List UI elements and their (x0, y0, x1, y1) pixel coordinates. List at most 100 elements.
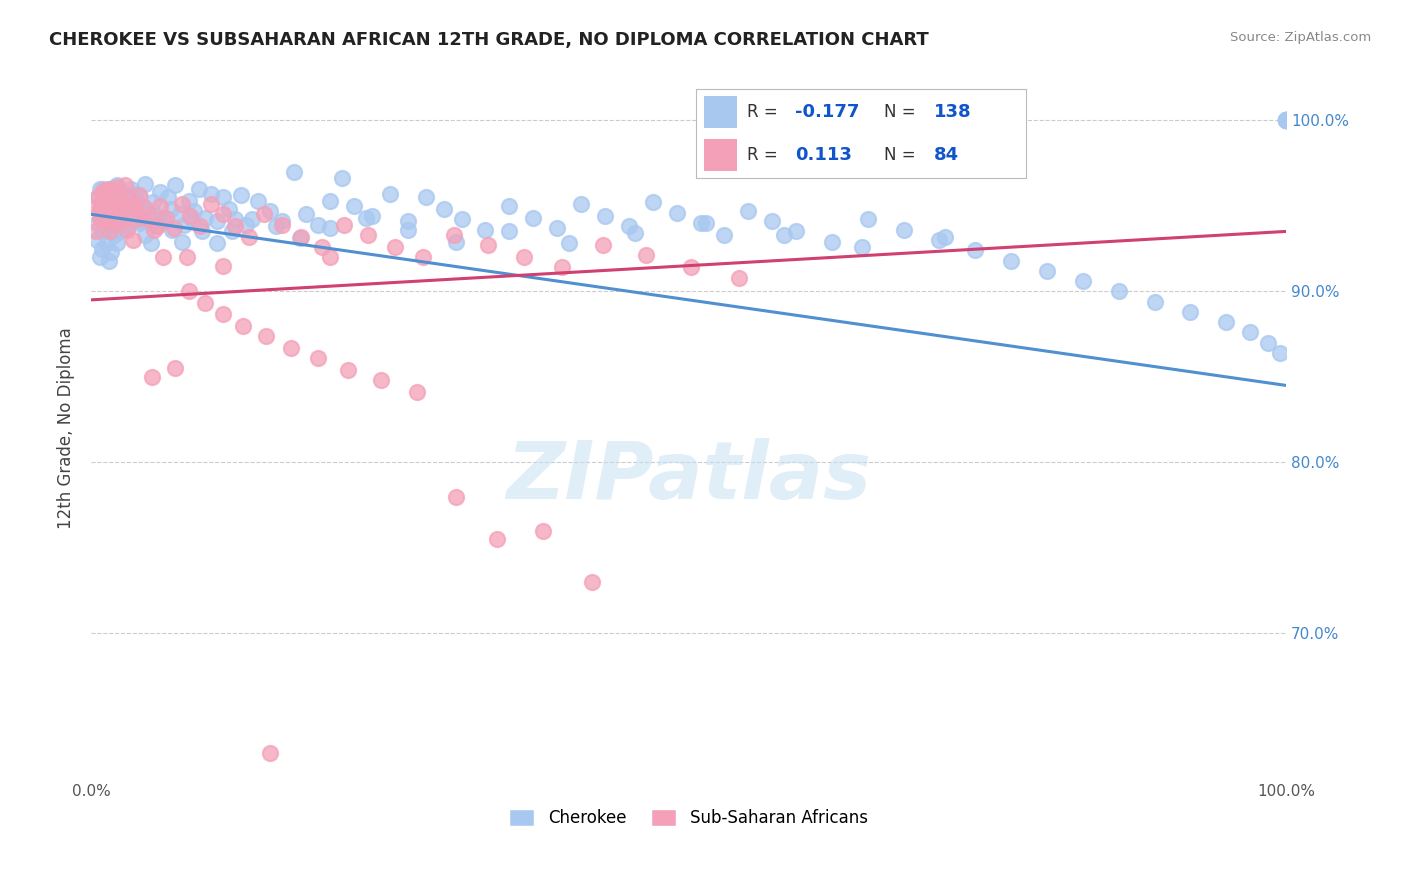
Point (1275, 113, 1298, 128)
Point (110, 211, 132, 225)
Point (179, 285, 201, 299)
Point (283, 164, 305, 178)
Point (211, 307, 233, 321)
Point (357, 227, 380, 242)
Point (142, 195, 165, 210)
Point (114, 188, 136, 202)
Point (1275, 113, 1298, 128)
Point (1143, 294, 1166, 309)
Point (111, 202, 134, 217)
Point (1268, 346, 1291, 360)
Point (307, 218, 329, 232)
Point (107, 236, 129, 251)
Point (180, 212, 202, 227)
Point (104, 190, 127, 204)
Point (486, 533, 509, 547)
Point (593, 209, 616, 223)
Point (104, 203, 127, 218)
Point (558, 236, 581, 251)
Point (160, 202, 183, 217)
Point (84, 224, 107, 238)
Point (761, 214, 783, 228)
Point (271, 214, 294, 228)
Point (96, 195, 118, 210)
Point (129, 190, 152, 204)
Point (330, 171, 353, 186)
Text: R =: R = (747, 103, 778, 121)
Point (224, 212, 246, 227)
Point (194, 211, 217, 225)
Point (146, 219, 169, 234)
Point (162, 223, 184, 237)
Point (1239, 326, 1261, 340)
Point (131, 202, 153, 217)
Point (893, 223, 915, 237)
Point (253, 207, 276, 221)
Point (934, 229, 956, 244)
Point (120, 181, 142, 195)
Text: -0.177: -0.177 (796, 103, 859, 121)
Point (110, 224, 132, 238)
Point (90, 242, 112, 256)
Point (117, 219, 139, 234)
Point (153, 214, 176, 228)
Text: 84: 84 (934, 146, 959, 164)
Point (205, 236, 228, 251)
Point (695, 216, 717, 230)
Point (183, 203, 205, 218)
Point (104, 216, 127, 230)
Bar (704, 139, 737, 171)
Point (98, 224, 121, 238)
Text: R =: R = (747, 146, 778, 164)
Point (155, 211, 177, 225)
Point (641, 195, 664, 210)
Point (679, 260, 702, 275)
Point (623, 226, 645, 240)
Point (100, 244, 122, 259)
Point (242, 212, 264, 227)
Point (232, 318, 254, 333)
Point (105, 202, 128, 217)
Point (259, 203, 281, 218)
Point (114, 218, 136, 232)
Point (114, 212, 136, 227)
Point (522, 211, 544, 225)
Point (187, 181, 209, 195)
Point (311, 240, 333, 254)
Point (295, 207, 318, 221)
Point (170, 197, 193, 211)
Point (138, 211, 160, 225)
Point (98, 212, 121, 227)
Point (96, 214, 118, 228)
Point (122, 233, 145, 247)
Point (634, 248, 657, 262)
Point (200, 186, 222, 201)
Point (146, 219, 169, 234)
Point (84, 199, 107, 213)
Point (546, 221, 568, 235)
Point (114, 178, 136, 193)
Point (194, 296, 217, 310)
Point (90, 199, 112, 213)
Text: N =: N = (884, 103, 915, 121)
Point (149, 185, 172, 199)
Point (477, 238, 499, 252)
Point (290, 229, 312, 244)
Point (96, 236, 118, 251)
Point (211, 259, 233, 273)
Point (412, 250, 434, 264)
Point (132, 201, 155, 215)
Point (235, 218, 257, 232)
Point (152, 211, 174, 225)
Point (200, 197, 222, 211)
Point (444, 490, 467, 504)
Point (121, 201, 143, 215)
Text: 138: 138 (934, 103, 972, 121)
Point (221, 224, 243, 238)
Point (91, 199, 114, 213)
Text: 0.113: 0.113 (796, 146, 852, 164)
Point (1036, 264, 1059, 278)
Point (112, 209, 135, 223)
Point (689, 216, 711, 230)
Point (319, 194, 342, 208)
